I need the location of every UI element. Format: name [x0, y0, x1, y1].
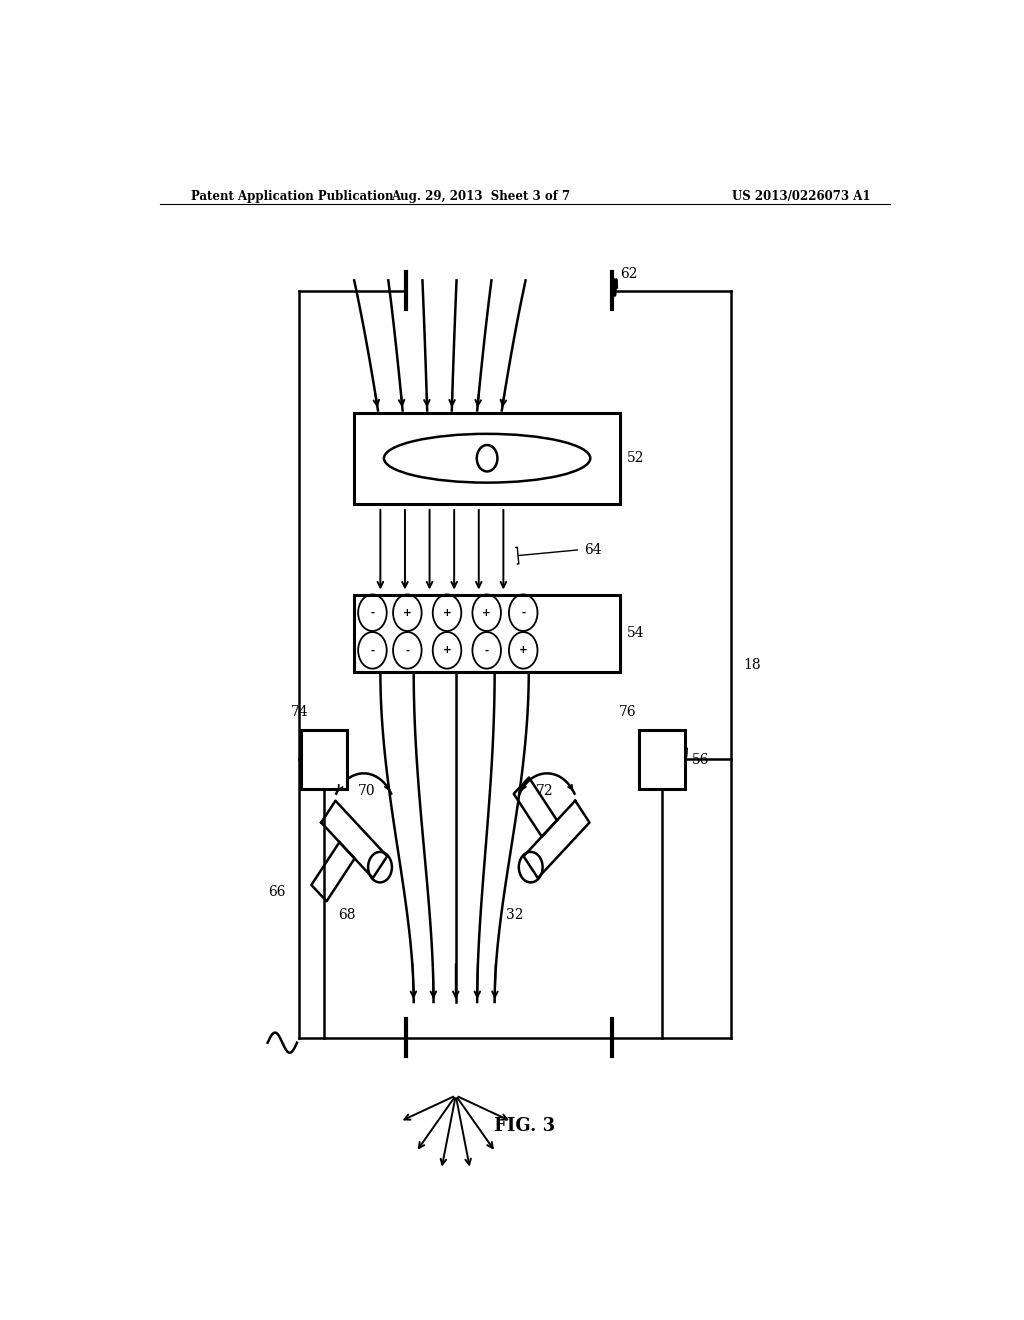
Text: 66: 66: [267, 886, 285, 899]
Text: 68: 68: [338, 908, 355, 921]
Bar: [354, 595, 621, 672]
Text: 72: 72: [536, 784, 554, 797]
Text: +: +: [403, 607, 412, 618]
Text: 52: 52: [627, 451, 644, 465]
Text: -: -: [406, 645, 410, 655]
Text: 54: 54: [627, 626, 644, 640]
Text: 74: 74: [291, 705, 308, 719]
Text: US 2013/0226073 A1: US 2013/0226073 A1: [731, 190, 870, 203]
Text: -: -: [371, 607, 375, 618]
Text: 32: 32: [506, 908, 523, 921]
Text: 76: 76: [618, 705, 636, 719]
Text: -: -: [521, 607, 525, 618]
Text: +: +: [482, 607, 492, 618]
Text: 70: 70: [358, 784, 376, 797]
Text: 64: 64: [585, 543, 602, 557]
Ellipse shape: [384, 434, 590, 483]
Bar: [354, 413, 621, 504]
Text: -: -: [484, 645, 488, 655]
Bar: [301, 730, 347, 788]
Text: +: +: [442, 645, 452, 655]
Bar: [639, 730, 685, 788]
Text: 62: 62: [620, 267, 638, 281]
Text: 56: 56: [691, 754, 709, 767]
Text: Aug. 29, 2013  Sheet 3 of 7: Aug. 29, 2013 Sheet 3 of 7: [391, 190, 570, 203]
Text: Patent Application Publication: Patent Application Publication: [191, 190, 394, 203]
Text: 18: 18: [743, 657, 761, 672]
Text: FIG. 3: FIG. 3: [495, 1117, 555, 1135]
Text: -: -: [371, 645, 375, 655]
Text: +: +: [519, 645, 527, 655]
Text: +: +: [442, 607, 452, 618]
